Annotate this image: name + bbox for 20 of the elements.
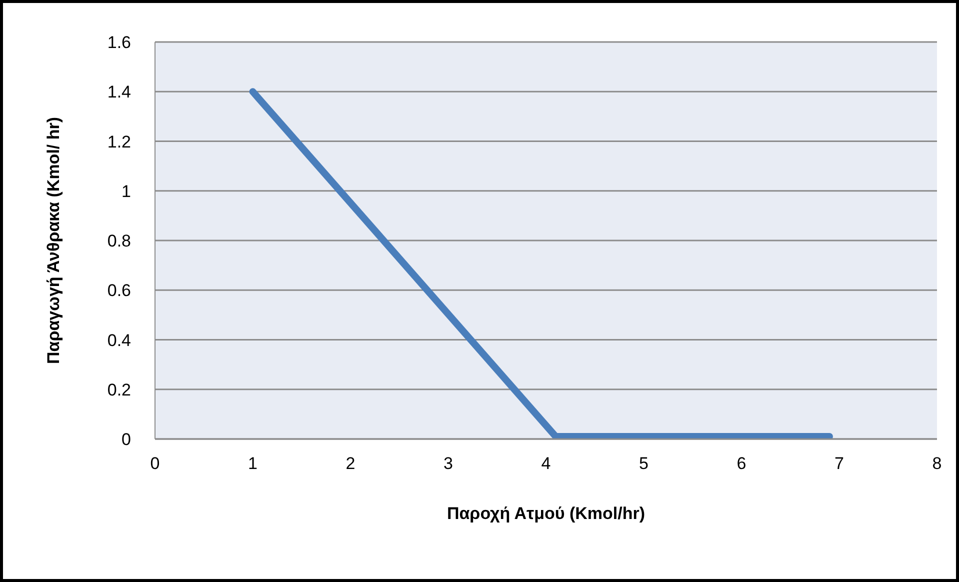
y-tick-label: 0.2 — [107, 380, 131, 400]
x-tick-label: 5 — [639, 454, 648, 474]
y-tick-label: 1.6 — [107, 33, 131, 52]
y-tick-label: 1.4 — [107, 82, 131, 102]
x-tick-label: 4 — [541, 454, 551, 474]
y-tick-label: 0.6 — [107, 281, 131, 300]
x-tick-label: 3 — [444, 454, 453, 474]
x-tick-label: 7 — [834, 454, 844, 474]
y-axis-title: Παραγωγή Άνθρακα (Kmol/ hr) — [44, 116, 64, 364]
x-axis-title: Παροχή Ατμού (Kmol/hr) — [446, 504, 646, 523]
x-tick-label: 1 — [248, 454, 258, 474]
y-tick-label: 1.2 — [107, 132, 131, 152]
y-tick-label: 1 — [122, 182, 131, 201]
x-tick-label: 8 — [932, 454, 942, 474]
x-tick-label: 2 — [346, 454, 356, 474]
y-tick-label: 0.8 — [107, 232, 131, 251]
x-tick-label: 0 — [150, 454, 160, 474]
y-tick-label: 0 — [122, 430, 131, 450]
y-tick-label: 0.4 — [107, 330, 131, 350]
x-tick-label: 6 — [736, 454, 746, 474]
